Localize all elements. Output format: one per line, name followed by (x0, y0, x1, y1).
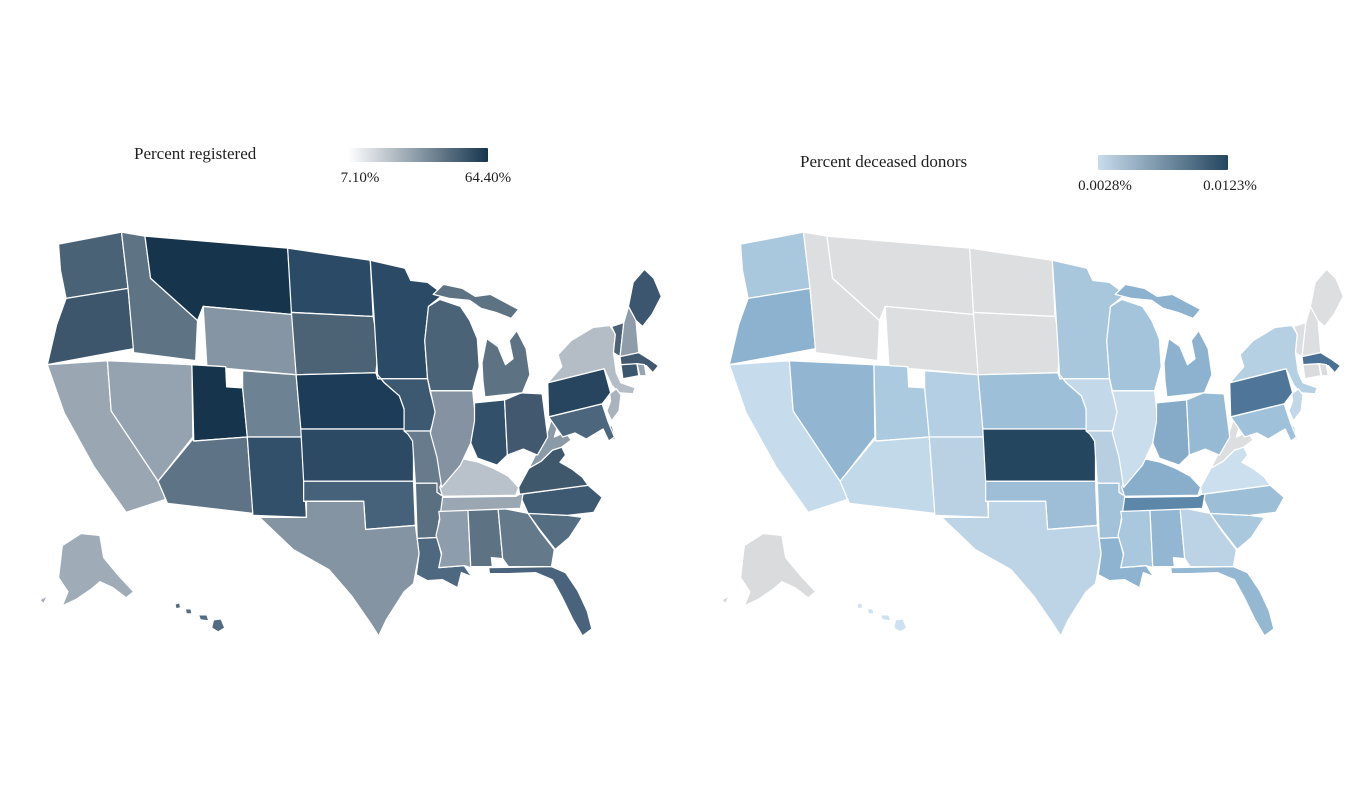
state-HI (184, 608, 193, 615)
state-AK (57, 532, 135, 607)
map-panel-deceased-donors: Percent deceased donors 0.0028% 0.0123% (688, 128, 1364, 728)
legend-min-label-registered: 7.10% (340, 170, 380, 186)
state-WI (1106, 298, 1162, 392)
state-CT (620, 363, 640, 380)
state-NM (246, 436, 308, 519)
state-AK (721, 595, 730, 605)
state-NV (788, 360, 876, 482)
state-FL (1169, 565, 1275, 637)
state-MI (432, 283, 520, 320)
state-OR (46, 287, 135, 366)
state-ME (1309, 268, 1344, 328)
state-HI (893, 618, 908, 633)
state-HI (856, 602, 864, 610)
state-SD (972, 311, 1062, 376)
state-HI (174, 602, 182, 610)
state-NJ (1288, 388, 1304, 422)
state-AK (39, 595, 48, 605)
us-map-deceased-donors (721, 231, 1344, 637)
state-UT (873, 364, 930, 442)
state-NV (106, 360, 194, 482)
state-HI (866, 608, 875, 615)
state-CO (923, 370, 985, 438)
state-VA (1200, 446, 1271, 495)
state-ME (627, 268, 662, 328)
state-HI (879, 614, 892, 622)
legend-min-label-deceased-donors: 0.0028% (1078, 178, 1132, 194)
state-AK (739, 532, 817, 607)
state-IN (1152, 399, 1190, 466)
state-KS (300, 428, 415, 482)
state-NJ (606, 388, 622, 422)
legend-max-label-registered: 64.40% (464, 170, 512, 186)
state-MI (481, 329, 531, 398)
legend-max-label-deceased-donors: 0.0123% (1203, 178, 1257, 194)
state-CT (1302, 363, 1322, 380)
state-ND (287, 247, 374, 318)
state-TN (1122, 491, 1206, 513)
state-WA (57, 231, 129, 300)
state-VA (518, 446, 589, 495)
state-WI (424, 298, 480, 392)
state-NH (619, 305, 640, 358)
state-WA (739, 231, 811, 300)
state-RI (636, 363, 647, 377)
state-NM (928, 436, 990, 519)
state-WY (202, 305, 297, 376)
state-TX (258, 500, 420, 637)
legend-gradient-registered (348, 148, 488, 162)
state-MD (548, 403, 616, 442)
state-OH (503, 392, 549, 456)
state-HI (197, 614, 210, 622)
state-OR (728, 287, 817, 366)
state-SD (290, 311, 380, 376)
state-NY (1229, 324, 1318, 395)
legend-title-registered: Percent registered (134, 144, 257, 163)
state-RI (1318, 363, 1329, 377)
legend-title-deceased-donors: Percent deceased donors (800, 152, 968, 171)
state-IN (470, 399, 508, 466)
state-TN (440, 491, 524, 513)
state-AL (1149, 506, 1186, 568)
state-OH (1185, 392, 1231, 456)
legend-gradient-deceased-donors (1098, 155, 1228, 170)
us-map-registered (39, 231, 662, 637)
state-KS (982, 428, 1097, 482)
state-NH (1301, 305, 1322, 358)
state-NY (547, 324, 636, 395)
state-FL (487, 565, 593, 637)
state-MD (1230, 403, 1298, 442)
map-panel-registered: Percent registered 7.10% 64.40% (6, 128, 682, 728)
state-MS (435, 508, 472, 569)
state-HI (211, 618, 226, 633)
state-MI (1163, 329, 1213, 398)
state-MI (1114, 283, 1202, 320)
state-WY (884, 305, 979, 376)
state-MS (1117, 508, 1154, 569)
state-TX (940, 500, 1102, 637)
state-UT (191, 364, 248, 442)
state-AL (467, 506, 504, 568)
state-CO (241, 370, 303, 438)
state-ND (969, 247, 1056, 318)
